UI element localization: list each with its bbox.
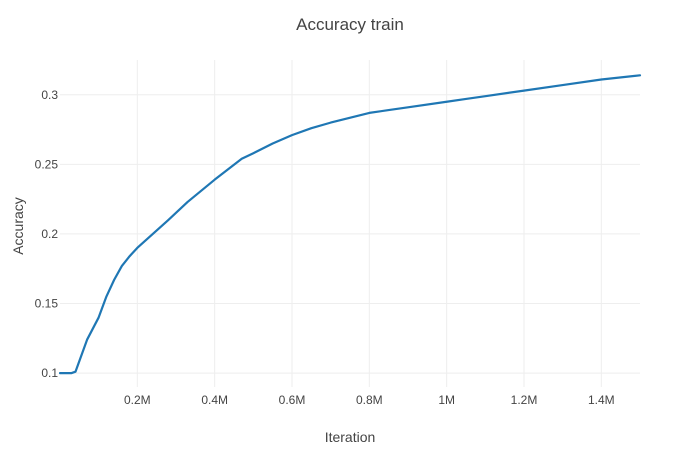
y-tick-label: 0.25 (35, 157, 59, 171)
x-axis-ticks: 0.2M 0.4M 0.6M 0.8M 1M 1.2M 1.4M (124, 393, 615, 407)
x-axis-title: Iteration (325, 429, 376, 445)
y-axis-title: Accuracy (10, 197, 26, 255)
series-layer (58, 74, 642, 375)
chart-title: Accuracy train (296, 15, 404, 34)
y-tick-label: 0.1 (41, 366, 58, 380)
x-tick-label: 0.2M (124, 393, 151, 407)
accuracy-series-line (58, 74, 642, 375)
grid (60, 60, 640, 387)
y-axis-ticks: 0.1 0.15 0.2 0.25 0.3 (35, 88, 59, 380)
x-tick-label: 1.2M (511, 393, 538, 407)
x-tick-label: 1M (438, 393, 455, 407)
x-tick-label: 0.4M (201, 393, 228, 407)
y-tick-label: 0.15 (35, 297, 59, 311)
y-tick-label: 0.3 (41, 88, 58, 102)
y-tick-label: 0.2 (41, 227, 58, 241)
x-tick-label: 0.8M (356, 393, 383, 407)
x-tick-label: 1.4M (588, 393, 615, 407)
x-tick-label: 0.6M (279, 393, 306, 407)
